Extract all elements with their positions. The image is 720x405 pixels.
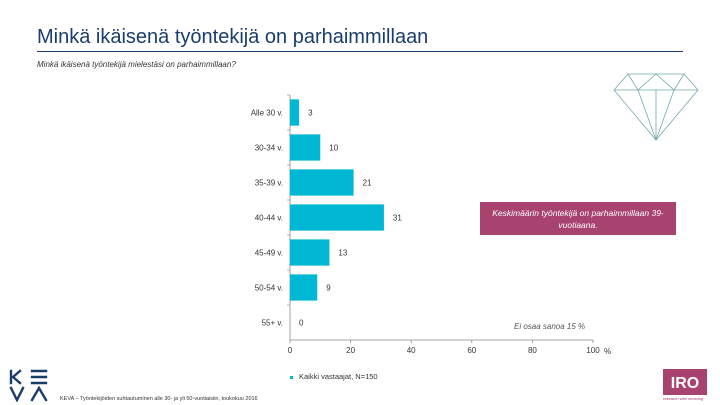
iro-logo: IRO xyxy=(663,369,707,395)
category-label: 50-54 v. xyxy=(255,284,283,293)
x-tick-label: 80 xyxy=(528,346,537,355)
data-label: 9 xyxy=(326,284,331,293)
x-tick-label: 60 xyxy=(467,346,476,355)
x-tick-label: 0 xyxy=(288,346,293,355)
category-label: 30-34 v. xyxy=(255,144,283,153)
category-label: 45-49 v. xyxy=(255,249,283,258)
data-label: 3 xyxy=(308,109,313,118)
data-label: 13 xyxy=(338,249,347,258)
data-bar xyxy=(290,99,300,126)
category-label: 35-39 v. xyxy=(255,179,283,188)
dont-know-note: Ei osaa sanoa 15 % xyxy=(514,322,586,331)
average-callout: Keskimäärin työntekijä on parhaimmillaan… xyxy=(480,202,676,235)
keva-logo xyxy=(9,369,48,402)
chart-legend: Kaikki vastaajat, N=150 xyxy=(290,372,378,381)
iro-tagline: research with meaning xyxy=(663,396,704,401)
data-label: 10 xyxy=(329,144,338,153)
source-footer: KEVA – Työntekijöiden suhtautuminen alle… xyxy=(60,396,258,402)
x-tick-label: 40 xyxy=(407,346,416,355)
category-label: 55+ v. xyxy=(262,319,283,328)
data-bar xyxy=(290,169,354,196)
x-unit-label: % xyxy=(604,347,611,356)
legend-label: Kaikki vastaajat, N=150 xyxy=(299,372,378,381)
title-divider xyxy=(37,51,683,52)
legend-swatch xyxy=(290,375,293,379)
page-title: Minkä ikäisenä työntekijä on parhaimmill… xyxy=(37,26,429,48)
data-bar xyxy=(290,274,318,301)
data-label: 21 xyxy=(363,179,372,188)
data-label: 31 xyxy=(393,214,402,223)
data-bar xyxy=(290,204,384,231)
question-subtitle: Minkä ikäisenä työntekijä mielestäsi on … xyxy=(37,60,236,69)
iro-logo-text: IRO xyxy=(671,375,699,392)
x-tick-label: 100 xyxy=(586,346,600,355)
category-label: Alle 30 v. xyxy=(251,109,283,118)
data-bar xyxy=(290,134,321,161)
category-label: 40-44 v. xyxy=(255,214,283,223)
data-bar xyxy=(290,239,330,266)
data-label: 0 xyxy=(299,319,304,328)
diamond-icon xyxy=(613,73,699,142)
x-tick-label: 20 xyxy=(346,346,355,355)
